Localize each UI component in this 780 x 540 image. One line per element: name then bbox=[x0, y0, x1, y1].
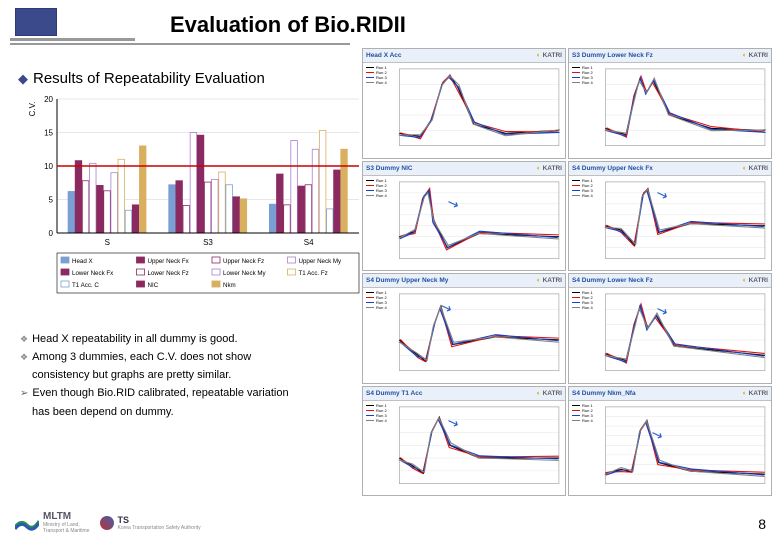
time-series-panel: S3 Dummy NIC KATRI Run 1Run 2Run 3Run 4↘ bbox=[362, 161, 566, 272]
panel-header: S4 Dummy Upper Neck Fx KATRI bbox=[569, 162, 771, 176]
panel-body: Run 1Run 2Run 3Run 4 bbox=[569, 63, 771, 158]
section-subtitle: Results of Repeatability Evaluation bbox=[18, 70, 265, 87]
findings-bullet-list: Head X repeatability in all dummy is goo… bbox=[20, 330, 360, 421]
panel-legend: Run 1Run 2Run 3Run 4 bbox=[366, 403, 387, 423]
panel-body: Run 1Run 2Run 3Run 4↘ bbox=[363, 176, 565, 271]
svg-text:Upper Neck My: Upper Neck My bbox=[299, 258, 343, 265]
katri-brand: KATRI bbox=[537, 52, 562, 59]
katri-brand: KATRI bbox=[743, 165, 768, 172]
panel-body: Run 1Run 2Run 3Run 4↘ bbox=[569, 288, 771, 383]
panel-body: Run 1Run 2Run 3Run 4 bbox=[363, 63, 565, 158]
panel-title: S4 Dummy Upper Neck My bbox=[366, 277, 448, 284]
panel-body: Run 1Run 2Run 3Run 4↘ bbox=[569, 401, 771, 496]
svg-text:S3: S3 bbox=[203, 238, 213, 247]
header-line-2 bbox=[10, 43, 350, 45]
svg-text:Head X: Head X bbox=[72, 258, 93, 265]
time-series-panel: S4 Dummy T1 Acc KATRI Run 1Run 2Run 3Run 4… bbox=[362, 386, 566, 497]
svg-text:15: 15 bbox=[44, 129, 53, 138]
panel-legend: Run 1Run 2Run 3Run 4 bbox=[572, 65, 593, 85]
panel-legend: Run 1Run 2Run 3Run 4 bbox=[366, 290, 387, 310]
svg-text:20: 20 bbox=[44, 95, 53, 104]
time-series-panel: S4 Dummy Lower Neck Fz KATRI Run 1Run 2Run… bbox=[568, 273, 772, 384]
svg-text:0: 0 bbox=[49, 229, 54, 238]
panel-title: S4 Dummy Upper Neck Fx bbox=[572, 165, 653, 172]
ts-logo-short: TS bbox=[118, 515, 201, 525]
panel-header: S3 Dummy NIC KATRI bbox=[363, 162, 565, 176]
bullet-item: Even though Bio.RID calibrated, repeatab… bbox=[20, 384, 360, 403]
mltm-logo: MLTM Ministry of Land,Transport & Mariti… bbox=[15, 511, 90, 534]
header-accent-box bbox=[15, 8, 57, 36]
ts-logo-text: Korea Transportation Safety Authority bbox=[118, 525, 201, 531]
panel-plot bbox=[569, 63, 771, 158]
bullet-item: Head X repeatability in all dummy is goo… bbox=[20, 330, 360, 348]
katri-brand: KATRI bbox=[743, 52, 768, 59]
ts-logo-icon bbox=[100, 516, 114, 530]
page-title: Evaluation of Bio.RIDII bbox=[170, 12, 406, 38]
panel-plot bbox=[569, 288, 771, 383]
bullet-item: consistency but graphs are pretty simila… bbox=[20, 366, 360, 384]
panel-plot bbox=[569, 176, 771, 271]
panel-header: S4 Dummy Lower Neck Fz KATRI bbox=[569, 274, 771, 288]
svg-text:T1 Acc. Fz: T1 Acc. Fz bbox=[299, 270, 328, 277]
panel-plot bbox=[569, 401, 771, 496]
ts-logo: TS Korea Transportation Safety Authority bbox=[100, 515, 201, 531]
svg-text:Lower Neck Fx: Lower Neck Fx bbox=[72, 270, 114, 277]
panel-body: Run 1Run 2Run 3Run 4↘ bbox=[569, 176, 771, 271]
time-series-panel: S4 Dummy Upper Neck My KATRI Run 1Run 2Run… bbox=[362, 273, 566, 384]
panel-legend: Run 1Run 2Run 3Run 4 bbox=[366, 178, 387, 198]
panel-header: S4 Dummy Nkm_Nfa KATRI bbox=[569, 387, 771, 401]
panel-legend: Run 1Run 2Run 3Run 4 bbox=[572, 290, 593, 310]
footer-logos: MLTM Ministry of Land,Transport & Mariti… bbox=[15, 511, 201, 534]
svg-text:Upper Neck Fz: Upper Neck Fz bbox=[223, 258, 264, 265]
bullet-item: Among 3 dummies, each C.V. does not show bbox=[20, 348, 360, 366]
page-number: 8 bbox=[758, 516, 766, 532]
panel-header: S4 Dummy T1 Acc KATRI bbox=[363, 387, 565, 401]
panel-header: Head X Acc KATRI bbox=[363, 49, 565, 63]
panel-header: S4 Dummy Upper Neck My KATRI bbox=[363, 274, 565, 288]
katri-brand: KATRI bbox=[743, 277, 768, 284]
bullet-item: has been depend on dummy. bbox=[20, 403, 360, 421]
panel-title: S4 Dummy T1 Acc bbox=[366, 390, 422, 397]
svg-text:C.V.: C.V. bbox=[28, 102, 37, 117]
svg-text:Lower Neck My: Lower Neck My bbox=[223, 270, 267, 277]
panel-plot bbox=[363, 176, 565, 271]
svg-text:T1 Acc. C: T1 Acc. C bbox=[72, 282, 99, 289]
svg-text:Upper Neck Fx: Upper Neck Fx bbox=[148, 258, 190, 265]
mltm-logo-icon bbox=[15, 515, 39, 531]
panel-title: S4 Dummy Lower Neck Fz bbox=[572, 277, 653, 284]
time-series-chart-grid: Head X AccKATRIRun 1Run 2Run 3Run 4S3 Du… bbox=[362, 48, 772, 496]
bar-chart-svg: 0 5 10 15 20 C.V. S S3 S4 Head X Upper Neck Fx Uppe… bbox=[25, 95, 365, 305]
mltm-logo-text: MLTM bbox=[43, 511, 90, 522]
katri-brand: KATRI bbox=[537, 277, 562, 284]
svg-text:Nkm: Nkm bbox=[223, 282, 236, 289]
panel-legend: Run 1Run 2Run 3Run 4 bbox=[366, 65, 387, 85]
svg-text:Lower Neck Fz: Lower Neck Fz bbox=[148, 270, 189, 277]
svg-text:10: 10 bbox=[44, 162, 53, 171]
header-line-1 bbox=[10, 38, 135, 41]
svg-text:NIC: NIC bbox=[148, 282, 159, 289]
panel-body: Run 1Run 2Run 3Run 4↘ bbox=[363, 288, 565, 383]
svg-text:5: 5 bbox=[49, 196, 54, 205]
panel-legend: Run 1Run 2Run 3Run 4 bbox=[572, 178, 593, 198]
panel-header: S3 Dummy Lower Neck Fz KATRI bbox=[569, 49, 771, 63]
panel-title: Head X Acc bbox=[366, 52, 402, 59]
time-series-panel: S3 Dummy Lower Neck Fz KATRI Run 1Run 2Run… bbox=[568, 48, 772, 159]
time-series-panel: S4 Dummy Nkm_Nfa KATRI Run 1Run 2Run 3Run … bbox=[568, 386, 772, 497]
panel-legend: Run 1Run 2Run 3Run 4 bbox=[572, 403, 593, 423]
cv-bar-chart: 0 5 10 15 20 C.V. S S3 S4 Head X Upper Neck Fx Uppe… bbox=[25, 95, 365, 305]
panel-title: S3 Dummy NIC bbox=[366, 165, 413, 172]
panel-plot bbox=[363, 63, 565, 158]
panel-title: S3 Dummy Lower Neck Fz bbox=[572, 52, 653, 59]
panel-title: S4 Dummy Nkm_Nfa bbox=[572, 390, 636, 397]
katri-brand: KATRI bbox=[537, 390, 562, 397]
katri-brand: KATRI bbox=[743, 390, 768, 397]
panel-plot bbox=[363, 288, 565, 383]
time-series-panel: S4 Dummy Upper Neck Fx KATRI Run 1Run 2Run… bbox=[568, 161, 772, 272]
svg-text:S: S bbox=[105, 238, 110, 247]
panel-body: Run 1Run 2Run 3Run 4↘ bbox=[363, 401, 565, 496]
svg-text:S4: S4 bbox=[304, 238, 314, 247]
katri-brand: KATRI bbox=[537, 165, 562, 172]
panel-plot bbox=[363, 401, 565, 496]
time-series-panel: Head X Acc KATRI Run 1Run 2Run 3Run 4 bbox=[362, 48, 566, 159]
